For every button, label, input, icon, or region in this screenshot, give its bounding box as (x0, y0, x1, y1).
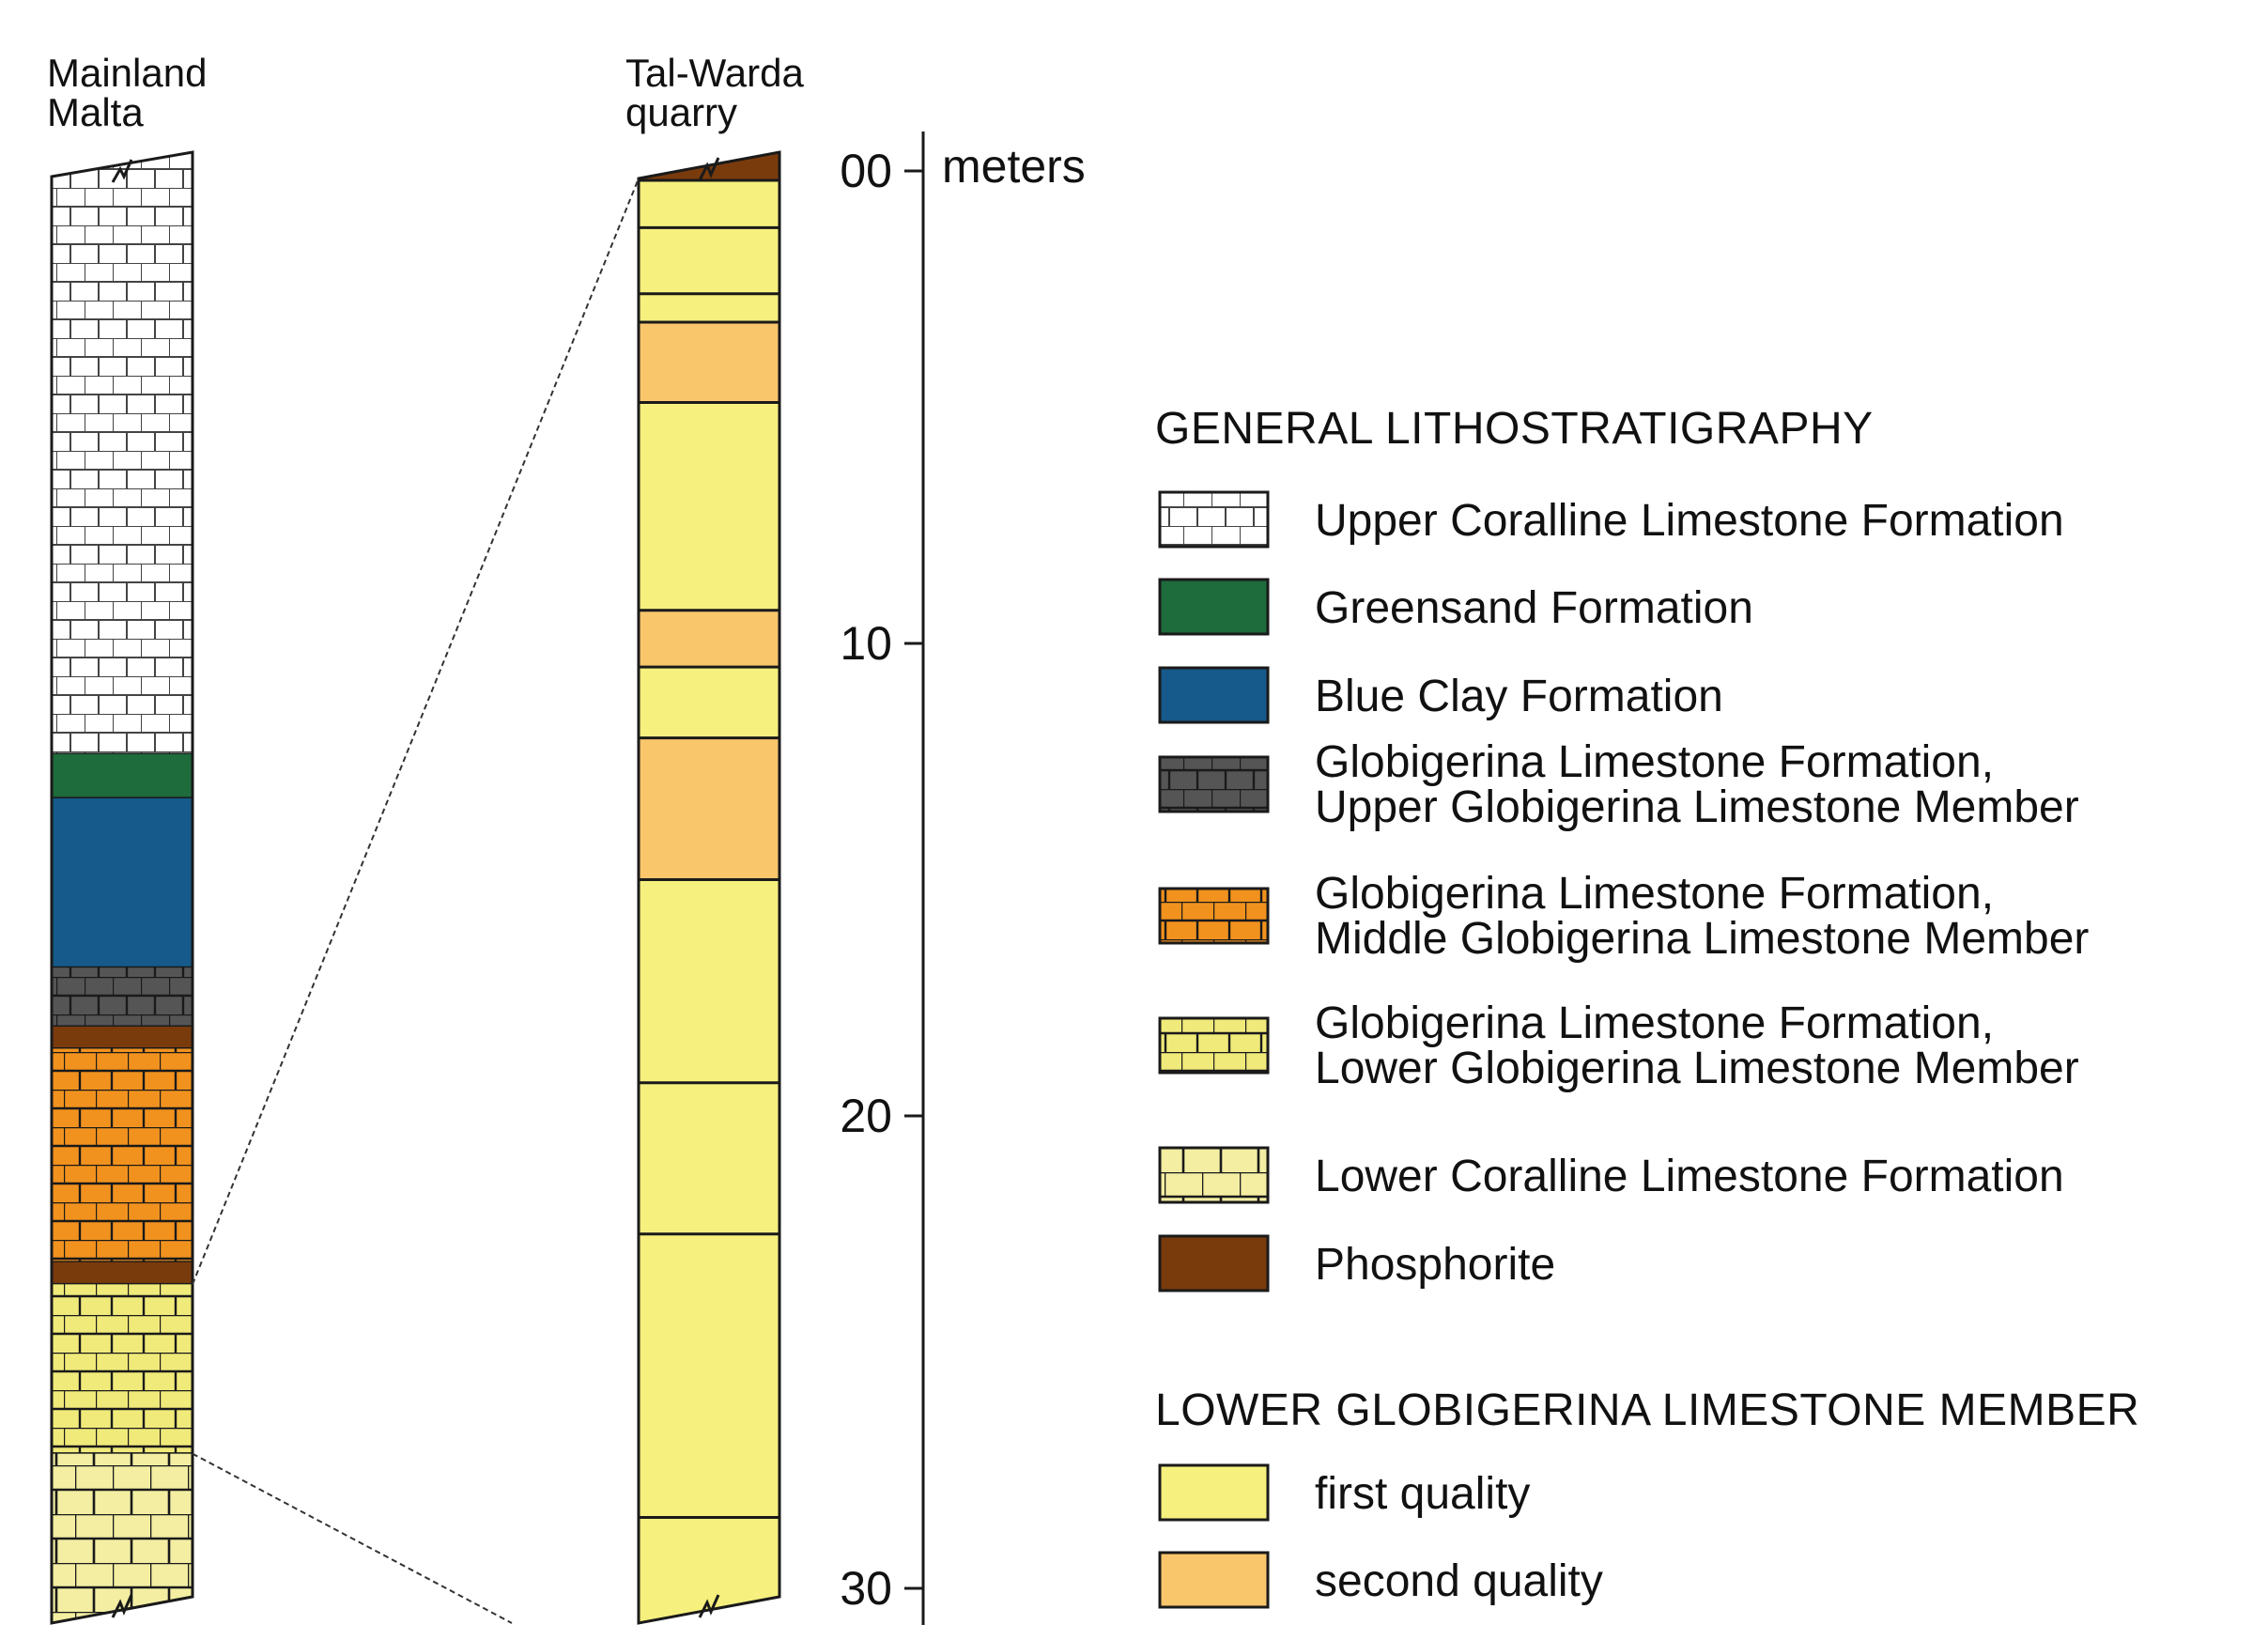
quarry-layer-first-quality (639, 227, 779, 294)
legend-label-second-quality: second quality (1315, 1556, 1603, 1606)
legend-swatch-greensand (1158, 578, 1270, 636)
quarry-bottom-break-mark (698, 1594, 720, 1618)
correlation-lines (192, 178, 640, 1624)
legend-member-items: first quality second quality (1158, 1463, 1603, 1609)
legend-item-second-quality: second quality (1158, 1551, 1603, 1609)
legend-label-upper-globigerina: Upper Globigerina Limestone Member (1315, 782, 2079, 832)
quarry-layer-second-quality (639, 737, 779, 880)
legend-label-first-quality: first quality (1315, 1469, 1530, 1519)
quarry-top-break-mark (698, 157, 720, 181)
legend-label-middle-globigerina: Middle Globigerina Limestone Member (1315, 914, 2089, 964)
mainland-malta-column (50, 150, 194, 1625)
quarry-layer-second-quality (639, 321, 779, 403)
mainland-layer-greensand (52, 753, 193, 798)
correlation-line-bottom (192, 1452, 513, 1624)
legend-swatch-upper-globigerina (1158, 755, 1270, 813)
legend-item-lower-globigerina: Globigerina Limestone Formation,Lower Gl… (1158, 998, 2079, 1093)
depth-axis-tick-label: 00 (840, 145, 892, 197)
correlation-line-top (192, 178, 640, 1285)
mainland-layer-lower-globigerina (52, 1284, 193, 1454)
legend-item-lower-coralline: Lower Coralline Limestone Formation (1158, 1146, 2064, 1204)
mainland-layer-middle-globigerina (52, 1048, 193, 1262)
legend-label-upper-globigerina: Globigerina Limestone Formation, (1315, 737, 1994, 787)
legend-swatch-lower-globigerina (1158, 1016, 1270, 1075)
legend-label-middle-globigerina: Globigerina Limestone Formation, (1315, 869, 1994, 919)
legend-label-lower-globigerina: Globigerina Limestone Formation, (1315, 998, 1994, 1048)
legend-item-upper-globigerina: Globigerina Limestone Formation,Upper Gl… (1158, 737, 2079, 832)
quarry-layer-first-quality (639, 1233, 779, 1518)
mainland-top-break-mark (111, 159, 133, 183)
legend-swatch-middle-globigerina (1158, 887, 1270, 945)
quarry-layer-first-quality (639, 879, 779, 1083)
legend-general-heading: GENERAL LITHOSTRATIGRAPHY (1155, 404, 1874, 454)
legend-swatch-phosphorite (1158, 1234, 1270, 1292)
legend-label-blue-clay: Blue Clay Formation (1315, 672, 1723, 721)
mainland-column-outline (50, 150, 194, 1625)
mainland-layer-phosphorite-1 (52, 1026, 193, 1049)
depth-axis-tick-label: 20 (840, 1090, 892, 1142)
depth-axis-unit-label: meters (942, 140, 1086, 193)
tal-warda-quarry-column (637, 150, 781, 1625)
mainland-layer-upper-coralline (52, 152, 193, 754)
mainland-title-line-2: Malta (47, 90, 144, 134)
legend-swatch-first-quality (1158, 1463, 1270, 1522)
quarry-layer-first-quality (639, 180, 779, 228)
legend-general-items: Upper Coralline Limestone Formation Green… (1158, 490, 2089, 1292)
legend-swatch-blue-clay (1158, 666, 1270, 724)
legend-label-phosphorite: Phosphorite (1315, 1240, 1555, 1290)
depth-axis: meters 00 10 20 30 (840, 132, 1086, 1625)
legend-label-lower-coralline: Lower Coralline Limestone Formation (1315, 1152, 2064, 1201)
quarry-title-line-1: Tal-Warda (625, 51, 804, 95)
depth-axis-tick-label: 10 (840, 617, 892, 670)
legend-label-lower-globigerina: Lower Globigerina Limestone Member (1315, 1044, 2079, 1093)
legend-member-heading: LOWER GLOBIGERINA LIMESTONE MEMBER (1155, 1385, 2139, 1435)
mainland-layer-blue-clay (52, 797, 193, 968)
quarry-layer-first-quality (639, 1082, 779, 1234)
quarry-layer-first-quality (639, 402, 779, 611)
legend-item-phosphorite: Phosphorite (1158, 1234, 1555, 1292)
legend-label-upper-coralline: Upper Coralline Limestone Formation (1315, 496, 2064, 546)
quarry-title-line-2: quarry (625, 90, 737, 134)
legend-label-greensand: Greensand Formation (1315, 583, 1753, 633)
legend-item-blue-clay: Blue Clay Formation (1158, 666, 1723, 724)
mainland-title-line-1: Mainland (47, 51, 207, 95)
legend-swatch-second-quality (1158, 1551, 1270, 1609)
legend-item-upper-coralline: Upper Coralline Limestone Formation (1158, 490, 2064, 549)
depth-axis-tick-label: 30 (840, 1562, 892, 1615)
mainland-layer-lower-coralline (52, 1453, 193, 1623)
mainland-layer-upper-globigerina (52, 967, 193, 1027)
quarry-column-outline (637, 150, 781, 1625)
quarry-layer-second-quality (639, 610, 779, 668)
legend-item-greensand: Greensand Formation (1158, 578, 1753, 636)
legend-swatch-lower-coralline (1158, 1146, 1270, 1204)
quarry-layer-first-quality (639, 667, 779, 738)
legend-swatch-upper-coralline (1158, 490, 1270, 549)
mainland-bottom-break-mark (111, 1594, 133, 1618)
legend-item-first-quality: first quality (1158, 1463, 1530, 1522)
legend-item-middle-globigerina: Globigerina Limestone Formation,Middle G… (1158, 869, 2089, 964)
quarry-layer-first-quality (639, 293, 779, 322)
mainland-layer-phosphorite-2 (52, 1261, 193, 1285)
legend: GENERAL LITHOSTRATIGRAPHY Upper Corallin… (1155, 404, 2139, 1609)
